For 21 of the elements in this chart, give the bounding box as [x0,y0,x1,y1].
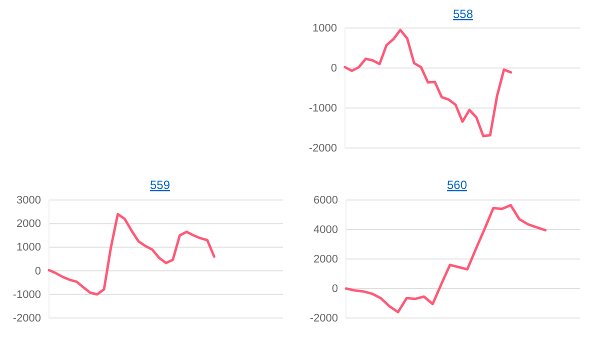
y-tick-label: -1000 [12,288,41,301]
y-tick-label: 1000 [312,22,337,35]
y-tick-label: 0 [330,62,337,75]
y-tick-label: 1000 [16,242,41,254]
y-tick-label: 2000 [314,254,338,266]
chart-title: 559 [150,178,170,192]
y-tick-label: 0 [332,283,338,296]
y-tick-label: 4000 [314,224,338,236]
line-series [48,212,216,296]
y-tick-label: 6000 [314,194,338,207]
y-tick-label: 0 [34,265,41,278]
y-tick-label: -2000 [310,312,338,325]
y-tick-label: -2000 [12,312,41,325]
y-tick-label: 3000 [16,194,41,207]
line-series [344,204,547,314]
y-tick-label: 2000 [16,218,41,230]
chart-title: 558 [452,7,474,21]
y-tick-label: -1000 [308,102,337,115]
chart-title: 560 [446,178,468,192]
y-tick-label: -2000 [308,142,337,155]
line-series [344,28,512,138]
